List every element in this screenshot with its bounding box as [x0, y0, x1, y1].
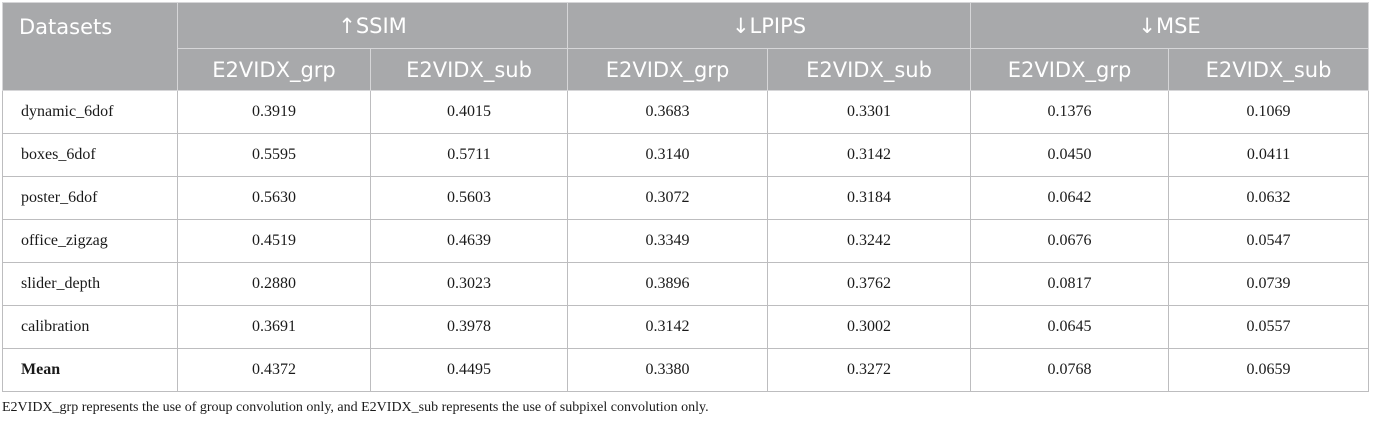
value-cell: 0.3691 — [177, 305, 371, 349]
mean-row: Mean 0.4372 0.4495 0.3380 0.3272 0.0768 … — [2, 348, 1370, 392]
value-cell: 0.5603 — [369, 176, 569, 220]
ssim-group-header: ↑SSIM — [176, 2, 569, 49]
value-cell: 0.0642 — [970, 176, 1170, 220]
header-row-metrics: Datasets ↑SSIM ↓LPIPS ↓MSE — [2, 2, 1370, 91]
value-cell: 0.0547 — [1168, 219, 1370, 263]
table-footnote: E2VIDX_grp represents the use of group c… — [2, 400, 709, 415]
method-header: E2VIDX_sub — [369, 48, 569, 91]
header-row-methods: E2VIDX_grp E2VIDX_sub E2VIDX_grp E2VIDX_… — [3, 48, 1370, 91]
value-cell: 0.4519 — [177, 219, 371, 263]
value-cell: 0.0557 — [1168, 305, 1370, 349]
value-cell: 0.0450 — [970, 133, 1170, 177]
value-cell: 0.0659 — [1168, 348, 1370, 392]
value-cell: 0.3072 — [567, 176, 769, 220]
results-table: Datasets ↑SSIM ↓LPIPS ↓MSE E2VIDX_grp E2… — [2, 2, 1370, 392]
value-cell: 0.5595 — [177, 133, 371, 177]
value-cell: 0.1376 — [970, 90, 1170, 134]
value-cell: 0.3380 — [567, 348, 769, 392]
value-cell: 0.4639 — [369, 219, 569, 263]
table-row: poster_6dof 0.5630 0.5603 0.3072 0.3184 … — [2, 176, 1370, 220]
value-cell: 0.3023 — [369, 262, 569, 306]
value-cell: 0.5630 — [177, 176, 371, 220]
mse-group-header: ↓MSE — [970, 2, 1370, 49]
value-cell: 0.2880 — [177, 262, 371, 306]
table-row: office_zigzag 0.4519 0.4639 0.3349 0.324… — [2, 219, 1370, 263]
table-row: slider_depth 0.2880 0.3023 0.3896 0.3762… — [2, 262, 1370, 306]
value-cell: 0.3683 — [567, 90, 769, 134]
value-cell: 0.3272 — [767, 348, 972, 392]
method-header: E2VIDX_sub — [767, 48, 972, 91]
table-row: calibration 0.3691 0.3978 0.3142 0.3002 … — [2, 305, 1370, 349]
value-cell: 0.0411 — [1168, 133, 1370, 177]
value-cell: 0.3919 — [177, 90, 371, 134]
value-cell: 0.0632 — [1168, 176, 1370, 220]
table-row: boxes_6dof 0.5595 0.5711 0.3140 0.3142 0… — [2, 133, 1370, 177]
method-header: E2VIDX_sub — [1168, 48, 1370, 91]
dataset-name-cell: boxes_6dof — [2, 133, 178, 177]
value-cell: 0.3978 — [369, 305, 569, 349]
dataset-name-cell: calibration — [2, 305, 178, 349]
dataset-name-cell: office_zigzag — [2, 219, 178, 263]
value-cell: 0.5711 — [369, 133, 569, 177]
value-cell: 0.0739 — [1168, 262, 1370, 306]
value-cell: 0.4495 — [369, 348, 569, 392]
method-header: E2VIDX_grp — [177, 48, 371, 91]
value-cell: 0.4015 — [369, 90, 569, 134]
value-cell: 0.0645 — [970, 305, 1170, 349]
results-table-container: Datasets ↑SSIM ↓LPIPS ↓MSE E2VIDX_grp E2… — [2, 2, 1370, 392]
mean-label-cell: Mean — [2, 348, 178, 392]
method-header: E2VIDX_grp — [970, 48, 1170, 91]
table-row: dynamic_6dof 0.3919 0.4015 0.3683 0.3301… — [2, 90, 1370, 134]
method-header: E2VIDX_grp — [567, 48, 769, 91]
value-cell: 0.0768 — [970, 348, 1170, 392]
value-cell: 0.3142 — [567, 305, 769, 349]
value-cell: 0.3142 — [767, 133, 972, 177]
value-cell: 0.3002 — [767, 305, 972, 349]
datasets-header: Datasets — [2, 2, 178, 91]
value-cell: 0.3349 — [567, 219, 769, 263]
value-cell: 0.3896 — [567, 262, 769, 306]
value-cell: 0.4372 — [177, 348, 371, 392]
value-cell: 0.3140 — [567, 133, 769, 177]
dataset-name-cell: slider_depth — [2, 262, 178, 306]
value-cell: 0.3762 — [767, 262, 972, 306]
value-cell: 0.3242 — [767, 219, 972, 263]
dataset-name-cell: poster_6dof — [2, 176, 178, 220]
lpips-group-header: ↓LPIPS — [567, 2, 972, 49]
value-cell: 0.1069 — [1168, 90, 1370, 134]
value-cell: 0.0676 — [970, 219, 1170, 263]
value-cell: 0.3301 — [767, 90, 972, 134]
value-cell: 0.3184 — [767, 176, 972, 220]
dataset-name-cell: dynamic_6dof — [2, 90, 178, 134]
value-cell: 0.0817 — [970, 262, 1170, 306]
